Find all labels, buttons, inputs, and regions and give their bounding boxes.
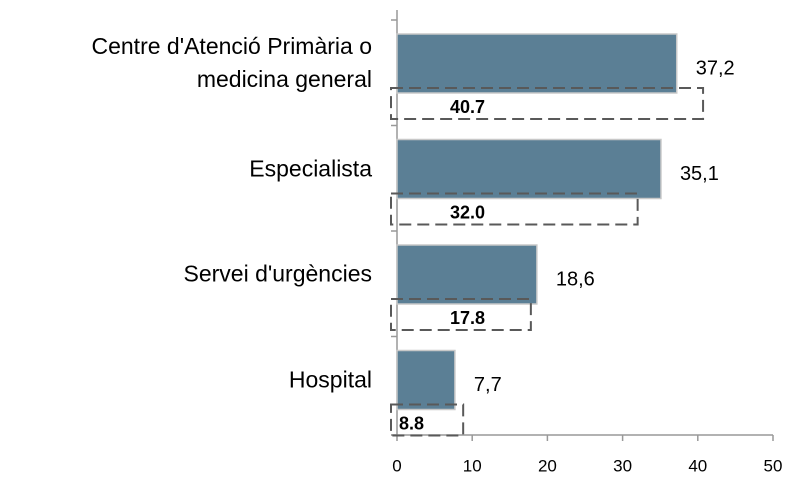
x-tick-label: 10 xyxy=(463,456,482,475)
bar-outline xyxy=(390,192,639,226)
category-label: Especialista xyxy=(249,155,372,181)
value-label: 17.8 xyxy=(450,308,485,328)
value-label: 7,7 xyxy=(474,374,502,396)
value-label: 35,1 xyxy=(680,163,719,185)
x-tick-label: 50 xyxy=(764,456,783,475)
bar xyxy=(396,244,538,305)
value-label: 32.0 xyxy=(450,202,485,222)
value-label: 18,6 xyxy=(556,268,595,290)
bar xyxy=(396,33,678,94)
category-label: Centre d'Atenció Primària o medicina gen… xyxy=(91,33,372,92)
x-tick-label: 30 xyxy=(613,456,632,475)
bar xyxy=(396,349,456,411)
value-label: 8.8 xyxy=(399,413,424,433)
category-label: Servei d'urgències xyxy=(183,260,373,287)
bar-outline xyxy=(390,298,532,331)
category-label: Hospital xyxy=(288,366,372,392)
value-label: 40.7 xyxy=(450,97,485,117)
value-label: 37,2 xyxy=(696,57,735,79)
x-tick-label: 0 xyxy=(392,456,401,475)
bar xyxy=(396,138,662,200)
x-tick-label: 20 xyxy=(538,456,557,475)
x-tick-label: 40 xyxy=(688,456,707,475)
bar-outline xyxy=(390,403,465,437)
bar-outline xyxy=(390,87,705,120)
